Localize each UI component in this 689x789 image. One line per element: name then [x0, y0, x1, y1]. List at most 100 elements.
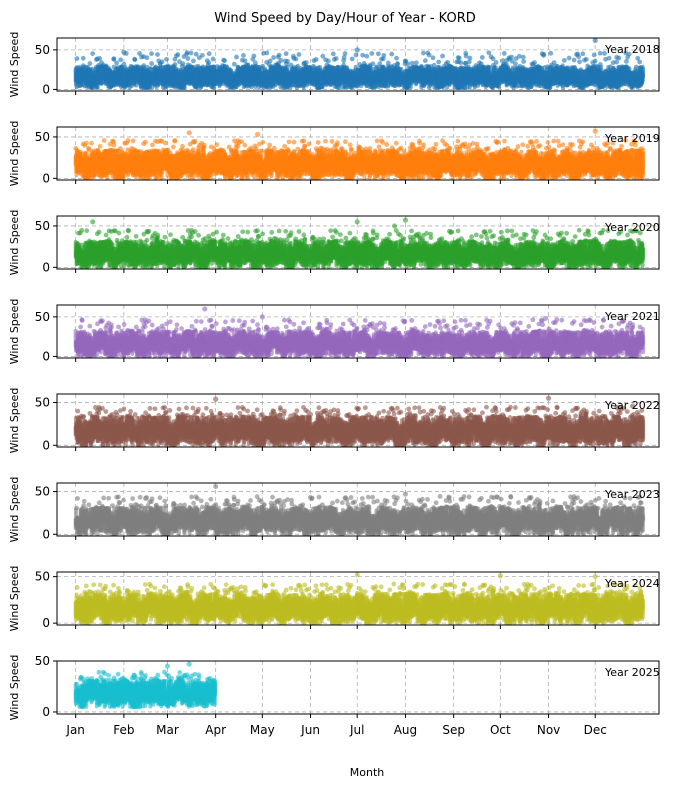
peak-point: [354, 47, 360, 53]
data-point: [561, 57, 567, 63]
data-point: [349, 56, 355, 62]
data-point: [516, 53, 522, 59]
data-point: [214, 229, 220, 235]
data-point: [168, 232, 173, 238]
data-point: [84, 140, 89, 146]
data-point: [172, 138, 178, 143]
data-point: [150, 142, 155, 148]
data-point: [114, 60, 119, 66]
data-point: [242, 142, 248, 148]
peak-point: [121, 49, 127, 55]
data-point: [87, 61, 93, 66]
data-point: [288, 233, 293, 238]
data-point: [213, 239, 219, 245]
data-point: [583, 56, 589, 62]
data-point: [532, 60, 537, 65]
data-point: [395, 61, 400, 66]
chart-title: Wind Speed by Day/Hour of Year - KORD: [214, 11, 476, 26]
data-point: [348, 146, 354, 152]
series-points: [73, 217, 646, 270]
data-point: [422, 58, 428, 64]
data-point: [188, 50, 194, 56]
data-point: [118, 57, 124, 63]
data-point: [96, 229, 102, 235]
data-point: [278, 58, 284, 63]
data-point: [79, 227, 85, 233]
data-point: [103, 232, 109, 238]
data-point: [436, 59, 442, 65]
data-point: [546, 144, 552, 150]
data-point: [591, 52, 597, 58]
data-point: [101, 138, 107, 143]
data-point: [260, 139, 266, 145]
data-point: [242, 58, 248, 64]
data-point: [520, 142, 526, 148]
data-point: [430, 55, 436, 61]
data-point: [342, 139, 348, 145]
data-point: [97, 56, 103, 61]
data-point: [214, 142, 220, 148]
data-point: [490, 56, 496, 62]
data-point: [206, 51, 212, 57]
data-point: [493, 60, 499, 65]
data-point: [315, 140, 321, 145]
data-point: [293, 56, 299, 62]
series-name: Year 2018: [604, 43, 660, 56]
data-point: [333, 56, 339, 61]
data-point: [385, 60, 391, 66]
data-point: [90, 51, 96, 56]
data-point: [548, 50, 554, 56]
data-point: [111, 142, 117, 148]
data-point: [329, 139, 335, 144]
data-point: [330, 51, 336, 57]
data-point: [283, 228, 289, 234]
data-point: [375, 51, 381, 57]
data-point: [571, 57, 577, 63]
data-point: [133, 233, 139, 239]
data-point: [162, 234, 168, 240]
data-point: [255, 228, 260, 234]
data-point: [159, 59, 165, 65]
data-point: [185, 56, 191, 61]
data-point: [555, 138, 561, 144]
y-tick-label: 0: [42, 171, 50, 185]
data-point: [515, 144, 521, 149]
data-point: [306, 141, 312, 147]
data-point: [264, 50, 270, 56]
data-point: [192, 139, 198, 144]
data-point: [376, 144, 382, 150]
data-point: [125, 227, 131, 233]
data-point: [405, 61, 411, 67]
data-point: [342, 51, 348, 56]
peak-point: [592, 128, 598, 134]
data-point: [222, 58, 228, 64]
data-point: [577, 59, 582, 65]
data-point: [137, 51, 142, 56]
data-point: [164, 56, 169, 62]
data-point: [130, 138, 136, 144]
data-point: [495, 139, 500, 145]
data-point: [479, 55, 485, 60]
data-point: [334, 142, 340, 148]
data-point: [353, 52, 359, 58]
data-point: [485, 145, 491, 151]
data-point: [576, 54, 582, 60]
data-point: [199, 52, 205, 58]
data-point: [502, 138, 507, 144]
data-point: [641, 147, 646, 175]
data-point: [541, 52, 547, 57]
data-point: [80, 55, 86, 61]
data-point: [240, 229, 246, 235]
data-point: [239, 139, 244, 145]
y-axis-label: Wind Speed: [8, 32, 21, 98]
data-point: [125, 138, 131, 143]
data-point: [285, 58, 290, 64]
data-point: [116, 230, 122, 236]
data-point: [370, 61, 376, 67]
series-name: Year 2019: [604, 132, 660, 145]
data-point: [245, 229, 251, 235]
data-point: [259, 148, 265, 154]
data-point: [509, 54, 514, 60]
